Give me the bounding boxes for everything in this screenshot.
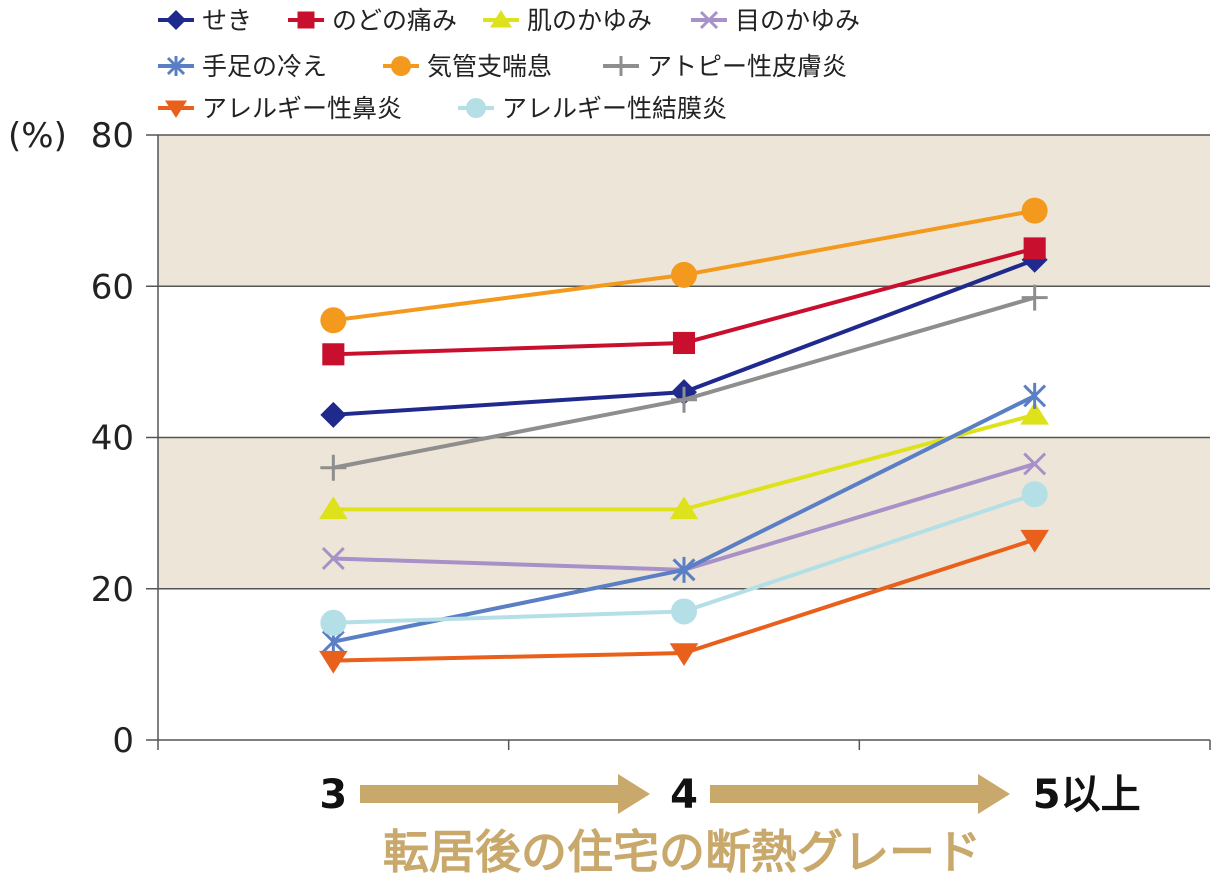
data-point-2-0 [319,496,348,520]
data-point-5-2 [1021,197,1048,224]
data-point-8-2 [1021,481,1048,508]
y-tick-label-60: 60 [91,267,134,307]
legend-label-4: 手足の冷え [202,52,327,81]
data-point-1-1 [672,331,696,355]
data-point-3-2 [1023,452,1047,476]
legend-label-7: アレルギー性鼻炎 [202,94,402,123]
legend-item-2: 肌のかゆみ [483,6,652,35]
y-tick-label-20: 20 [91,570,134,610]
legend-marker-3 [699,10,719,30]
legend-label-5: 気管支喘息 [427,52,552,81]
series-lines [319,197,1049,674]
legend-marker-6 [611,56,631,76]
legend-marker-1 [297,11,315,29]
legend-item-4: 手足の冷え [158,52,327,81]
data-point-3-0 [321,547,345,570]
legend-label-2: 肌のかゆみ [527,6,652,35]
data-point-4-1 [672,556,696,583]
x-category-labels: 3 4 5以上 [319,772,1140,818]
y-tick-labels: 0 20 40 60 80 [91,116,134,761]
data-point-6-0 [320,454,347,481]
data-point-8-0 [320,609,347,636]
data-point-2-1 [669,496,699,520]
series-8 [320,481,1048,636]
x-category-label-1: 4 [670,772,698,818]
legend-label-6: アトピー性皮膚炎 [647,52,847,81]
data-point-1-0 [322,343,345,366]
series-7 [319,529,1049,674]
data-point-1-2 [1023,237,1046,260]
y-axis-unit-label: (%) [8,116,67,156]
legend-item-5: 気管支喘息 [383,52,552,81]
legend-item-8: アレルギー性結膜炎 [458,94,727,123]
legend-label-3: 目のかゆみ [735,6,860,35]
legend-marker-7 [165,100,187,118]
data-point-0-0 [320,401,347,428]
series-2 [319,401,1049,520]
x-axis-arrows [360,774,1010,814]
legend-item-0: せき [158,6,252,35]
data-point-2-2 [1020,401,1049,425]
axes [146,135,1211,750]
series-6 [320,284,1048,481]
x-axis-title: 転居後の住宅の断熱グレード [383,825,981,879]
legend-label-8: アレルギー性結膜炎 [502,94,727,123]
background-bands [158,135,1210,589]
data-point-5-1 [671,261,697,288]
y-tick-label-40: 40 [91,419,134,459]
legend-marker-2 [490,10,512,28]
data-point-6-1 [671,386,697,413]
legend-label-1: のどの痛み [332,6,457,35]
legend-marker-0 [166,10,186,30]
data-point-7-0 [319,650,348,674]
x-category-label-0: 3 [319,772,347,818]
x-category-label-2: 5以上 [1033,772,1141,818]
series-1 [322,237,1046,366]
legend-item-3: 目のかゆみ [691,6,860,35]
data-point-7-2 [1020,529,1049,553]
y-tick-label-80: 80 [91,116,134,156]
data-point-8-1 [671,598,697,625]
data-point-6-2 [1021,284,1048,311]
legend-marker-8 [466,98,486,118]
data-point-5-0 [320,307,347,334]
y-tick-label-0: 0 [112,721,134,761]
legend-item-6: アトピー性皮膚炎 [603,52,847,81]
x-arrow-1 [710,774,1010,814]
x-arrow-0 [360,774,650,814]
legend-marker-4 [166,56,186,76]
legend-label-0: せき [202,6,252,35]
data-point-7-1 [669,643,699,667]
legend-item-1: のどの痛み [288,6,457,35]
legend-marker-5 [391,56,411,76]
series-5 [320,197,1048,334]
data-point-4-2 [1023,382,1047,409]
legend-item-7: アレルギー性鼻炎 [158,94,402,123]
